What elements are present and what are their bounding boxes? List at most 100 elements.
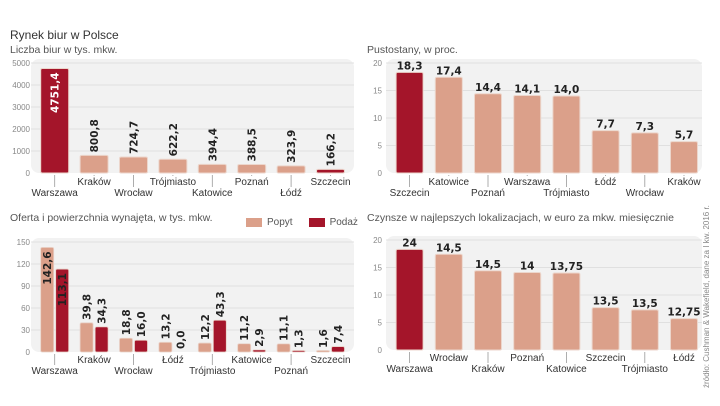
- y-tick-label-supply-demand: 120: [17, 260, 31, 269]
- category-label-rents: Katowice: [546, 364, 587, 375]
- bar-supply-demand-popyt: [276, 343, 291, 353]
- bar-supply-demand-podaż: [134, 339, 148, 353]
- bar-supply-demand-popyt: [79, 322, 94, 353]
- category-label-vacancy: Poznań: [471, 188, 505, 199]
- value-label-supply-demand-podaż: 34,3: [97, 298, 109, 324]
- category-label-rents: Wrocław: [430, 353, 469, 364]
- bar-rents: [552, 272, 581, 351]
- bar-stock: [40, 67, 70, 174]
- value-label-vacancy: 14,0: [553, 84, 579, 96]
- bar-stock: [119, 156, 148, 174]
- chart-title-stock: Liczba biur w tys. mkw.: [10, 44, 118, 56]
- value-label-rents: 14: [520, 260, 535, 272]
- chart-title-supply-demand: Oferta i powierzchnia wynajęta, w tys. m…: [10, 212, 213, 224]
- y-tick-label-stock: 3000: [12, 103, 30, 112]
- legend-swatch-popyt: [246, 218, 262, 227]
- category-label-vacancy: Warszawa: [504, 177, 551, 188]
- value-label-supply-demand-podaż: 0,0: [175, 330, 187, 349]
- category-label-supply-demand: Łódź: [162, 355, 184, 366]
- bar-supply-demand-podaż: [331, 346, 345, 353]
- value-label-supply-demand-popyt: 142,6: [42, 251, 54, 284]
- value-label-supply-demand-popyt: 12,2: [200, 314, 212, 340]
- bar-vacancy: [474, 93, 502, 174]
- y-tick-label-vacancy: 15: [373, 87, 382, 96]
- y-tick-label-rents: 5: [378, 319, 383, 328]
- bar-supply-demand-podaż: [212, 319, 227, 353]
- category-label-supply-demand: Trójmiasto: [189, 366, 236, 377]
- value-label-supply-demand-podaż: 113,1: [57, 273, 69, 306]
- legend-label-popyt: Popyt: [267, 217, 293, 228]
- y-tick-label-vacancy: 5: [378, 142, 383, 151]
- bar-supply-demand-popyt: [158, 341, 173, 353]
- legend-item-podaz: Podaż: [308, 217, 358, 228]
- category-label-vacancy: Szczecin: [390, 188, 430, 199]
- value-label-rents: 24: [402, 237, 417, 249]
- y-tick-label-vacancy: 20: [373, 59, 382, 68]
- value-label-rents: 13,5: [593, 296, 619, 308]
- bar-supply-demand-popyt: [40, 247, 55, 353]
- legend: Popyt Podaż: [246, 217, 368, 228]
- category-label-supply-demand: Szczecin: [310, 355, 350, 366]
- value-label-stock: 724,7: [129, 121, 141, 154]
- plot-area-supply-demand: [31, 238, 354, 352]
- bar-rents: [513, 271, 542, 351]
- category-label-rents: Poznań: [510, 353, 544, 364]
- category-label-stock: Katowice: [192, 188, 233, 199]
- category-label-supply-demand: Warszawa: [32, 366, 79, 377]
- category-label-rents: Trójmiasto: [622, 364, 669, 375]
- bar-vacancy: [434, 76, 463, 174]
- value-label-rents: 14,5: [475, 259, 501, 271]
- bar-vacancy: [552, 95, 581, 174]
- category-label-stock: Poznań: [235, 177, 269, 188]
- category-label-vacancy: Trójmiasto: [543, 188, 590, 199]
- value-label-supply-demand-popyt: 39,8: [82, 294, 94, 320]
- legend-label-podaz: Podaż: [329, 217, 358, 228]
- bar-vacancy: [591, 130, 620, 174]
- bar-stock: [79, 154, 109, 174]
- category-label-vacancy: Wrocław: [626, 188, 665, 199]
- category-label-vacancy: Łódź: [595, 177, 617, 188]
- y-tick-label-rents: 15: [373, 264, 382, 273]
- category-label-supply-demand: Kraków: [77, 355, 111, 366]
- bar-stock: [316, 168, 345, 174]
- bar-stock: [158, 158, 188, 174]
- y-tick-label-rents: 0: [378, 346, 383, 355]
- category-label-supply-demand: Poznań: [274, 366, 308, 377]
- bar-stock: [276, 165, 306, 174]
- value-label-vacancy: 14,4: [475, 82, 501, 94]
- bar-stock: [197, 163, 227, 174]
- category-label-supply-demand: Katowice: [231, 355, 272, 366]
- bar-vacancy: [513, 94, 542, 174]
- bar-supply-demand-podaż: [55, 268, 70, 353]
- bar-supply-demand-podaż: [291, 350, 306, 353]
- plot-area-rents: [386, 236, 702, 350]
- legend-swatch-podaz: [308, 218, 325, 227]
- chart-title-vacancy: Pustostany, w proc.: [367, 44, 458, 56]
- y-tick-label-supply-demand: 30: [21, 326, 30, 335]
- y-tick-label-stock: 2000: [12, 125, 30, 134]
- bar-rents: [395, 248, 424, 351]
- value-label-vacancy: 5,7: [675, 130, 694, 142]
- bar-vacancy: [395, 71, 424, 174]
- value-label-vacancy: 7,7: [596, 119, 615, 131]
- value-label-supply-demand-popyt: 18,8: [121, 309, 133, 335]
- value-label-stock: 800,8: [89, 119, 101, 152]
- value-label-stock: 4751,4: [50, 72, 62, 113]
- value-label-vacancy: 18,3: [397, 60, 423, 72]
- bar-supply-demand-podaż: [252, 349, 267, 353]
- bar-supply-demand-popyt: [119, 337, 133, 353]
- category-label-rents: Łódź: [673, 353, 695, 364]
- value-label-rents: 12,75: [667, 307, 700, 319]
- y-tick-label-stock: 1000: [12, 147, 30, 156]
- y-tick-label-rents: 20: [373, 236, 382, 245]
- y-tick-label-stock: 4000: [12, 81, 30, 90]
- y-tick-label-vacancy: 0: [378, 169, 383, 178]
- value-label-supply-demand-popyt: 13,2: [160, 313, 172, 339]
- bar-supply-demand-popyt: [237, 343, 252, 353]
- y-tick-label-supply-demand: 150: [17, 238, 31, 247]
- bar-rents: [474, 270, 502, 351]
- value-label-rents: 13,5: [632, 298, 658, 310]
- y-tick-label-stock: 5000: [12, 59, 30, 68]
- category-label-vacancy: Katowice: [429, 177, 470, 188]
